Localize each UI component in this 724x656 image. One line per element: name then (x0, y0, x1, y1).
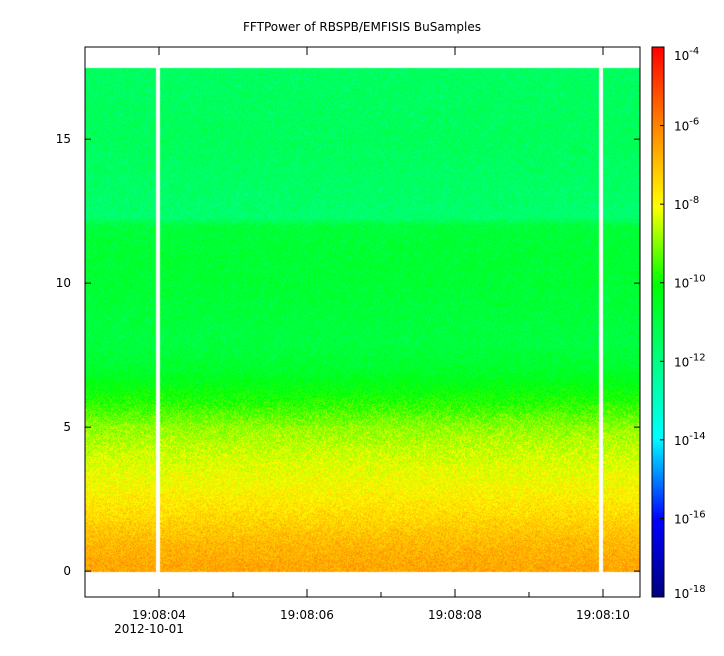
y-tick-label: 0 (63, 564, 71, 578)
colorbar-ticks: 10-4 10-6 10-8 10-10 10-12 10-14 10-16 10-18 (660, 46, 706, 601)
x-tick-label: 19:08:04 (132, 608, 186, 622)
colorbar: 10-4 10-6 10-8 10-10 10-12 10-14 10-16 10-18 (651, 46, 706, 601)
y-tick-label: 15 (56, 132, 71, 146)
y-axis: 0 5 10 15 (56, 132, 640, 578)
colorbar-tick-label: 10-4 (674, 46, 699, 63)
y-tick-label: 5 (63, 420, 71, 434)
x-tick-label: 19:08:08 (428, 608, 482, 622)
colorbar-tick-label: 10-18 (674, 584, 706, 601)
colorbar-tick-label: 10-10 (674, 274, 706, 291)
x-tick-sublabel: 2012-10-01 (114, 622, 184, 636)
colorbar-tick-label: 10-12 (674, 352, 706, 369)
plot-area (84, 46, 641, 598)
colorbar-tick-label: 10-16 (674, 509, 706, 526)
plot-frame (84, 46, 641, 598)
colorbar-tick-label: 10-6 (674, 117, 699, 134)
chart-title: FFTPower of RBSPB/EMFISIS BuSamples (243, 20, 481, 34)
x-tick-label: 19:08:06 (280, 608, 334, 622)
colorbar-tick-label: 10-8 (674, 195, 699, 212)
y-tick-label: 10 (56, 276, 71, 290)
colorbar-gradient (651, 46, 665, 598)
colorbar-tick-label: 10-14 (674, 431, 706, 448)
spectrogram-image (85, 47, 640, 597)
x-tick-label: 19:08:10 (576, 608, 630, 622)
